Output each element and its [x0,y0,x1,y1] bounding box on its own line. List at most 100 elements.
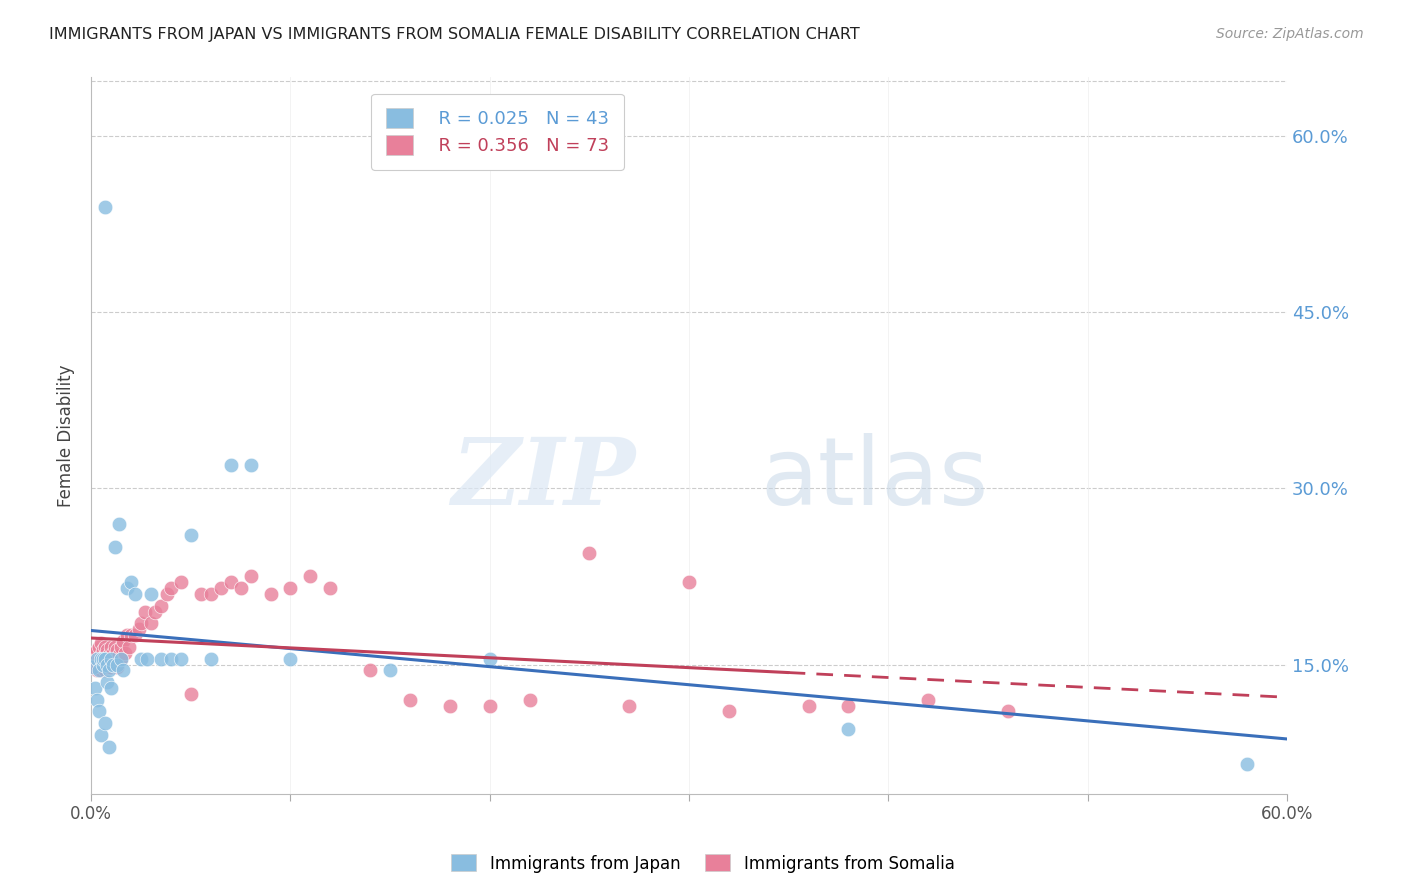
Point [519,692,541,706]
Point [100,651,122,665]
Point [100,640,122,654]
Point [478,698,501,713]
Point [91,651,114,665]
Point [170,575,193,590]
Point [112,664,135,678]
Point [160,651,183,665]
Point [209,581,232,595]
Text: atlas: atlas [761,433,988,524]
Point [89,651,111,665]
Point [96,675,118,690]
Point [280,651,302,665]
Point [98,664,121,678]
Point [837,698,859,713]
Point [124,628,146,642]
Point [299,569,322,583]
Point [149,651,172,665]
Point [399,692,422,706]
Point [136,651,159,665]
Point [139,587,162,601]
Point [160,581,183,595]
Point [359,664,381,678]
Point [219,575,242,590]
Point [104,640,127,654]
Point [82,648,104,662]
Point [143,605,166,619]
Point [797,698,820,713]
Point [94,657,117,672]
Point [94,651,117,665]
Point [200,587,222,601]
Point [91,657,114,672]
Y-axis label: Female Disability: Female Disability [58,364,75,507]
Point [84,681,107,695]
Point [115,628,138,642]
Point [110,640,132,654]
Point [229,581,252,595]
Point [129,651,152,665]
Point [619,698,641,713]
Point [110,651,132,665]
Point [86,664,108,678]
Point [98,739,121,754]
Point [86,692,108,706]
Point [84,646,107,660]
Point [156,587,179,601]
Legend:   R = 0.025   N = 43,   R = 0.356   N = 73: R = 0.025 N = 43, R = 0.356 N = 73 [371,94,624,169]
Text: IMMIGRANTS FROM JAPAN VS IMMIGRANTS FROM SOMALIA FEMALE DISABILITY CORRELATION C: IMMIGRANTS FROM JAPAN VS IMMIGRANTS FROM… [49,27,860,42]
Point [120,575,142,590]
Point [149,599,172,613]
Point [378,664,401,678]
Point [98,648,121,662]
Point [180,528,202,542]
Point [96,657,118,672]
Point [200,651,222,665]
Legend: Immigrants from Japan, Immigrants from Somalia: Immigrants from Japan, Immigrants from S… [444,847,962,880]
Point [124,587,146,601]
Point [259,587,281,601]
Point [104,651,127,665]
Point [86,643,108,657]
Point [89,705,111,719]
Point [96,651,118,665]
Point [94,664,117,678]
Point [105,660,128,674]
Text: ZIP: ZIP [451,434,636,524]
Point [280,581,302,595]
Point [105,657,128,672]
Point [837,722,859,736]
Point [139,616,162,631]
Point [100,681,122,695]
Point [101,657,124,672]
Point [90,728,112,742]
Point [108,648,131,662]
Point [1236,757,1258,772]
Point [170,651,193,665]
Point [190,587,212,601]
Point [90,636,112,650]
Point [118,640,141,654]
Point [112,634,135,648]
Point [91,643,114,657]
Point [129,616,152,631]
Point [96,660,118,674]
Point [717,705,740,719]
Point [94,640,117,654]
Point [94,200,117,214]
Point [94,716,117,731]
Point [84,660,107,674]
Point [128,622,150,636]
Point [86,651,108,665]
Point [89,640,111,654]
Point [114,646,136,660]
Point [239,458,262,472]
Point [105,643,128,657]
Point [997,705,1019,719]
Point [90,651,112,665]
Point [98,660,121,674]
Point [110,651,132,665]
Point [115,581,138,595]
Point [91,651,114,665]
Point [101,646,124,660]
Point [100,660,122,674]
